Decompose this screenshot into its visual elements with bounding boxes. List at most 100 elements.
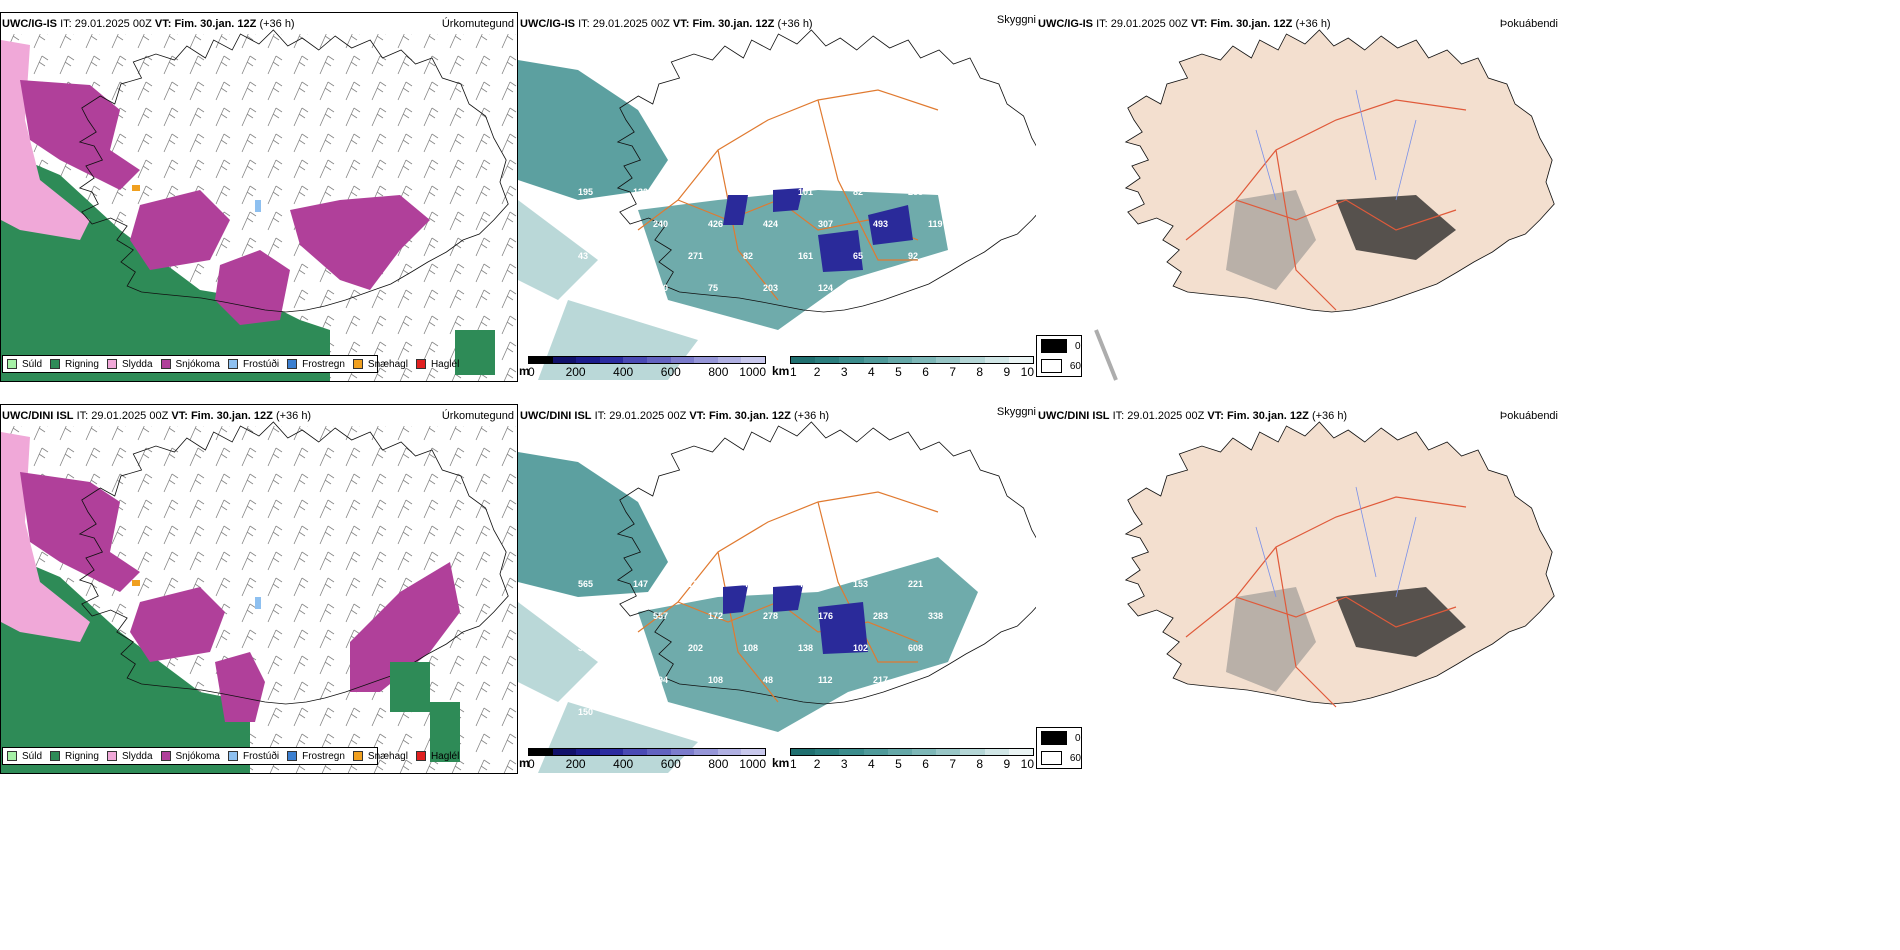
- legend-item: Rigning: [50, 359, 99, 370]
- ceiling-label: 426: [708, 219, 723, 229]
- legend-label: Snjókoma: [175, 750, 220, 762]
- legend-label: Haglél: [430, 358, 460, 370]
- colorbar-tick-label: 200: [565, 757, 586, 771]
- ceiling-label: 108: [708, 675, 723, 685]
- colorbar-segment: [984, 749, 1009, 755]
- ceiling-label: 147: [633, 579, 648, 589]
- vt-label: VT:: [689, 410, 706, 422]
- lead-time: (+36 h): [777, 18, 813, 30]
- vt-label: VT:: [1207, 410, 1224, 422]
- colorbar-segment: [936, 357, 961, 363]
- ceiling-label: 138: [798, 643, 813, 653]
- model-name: UWC/IG-IS: [2, 18, 57, 30]
- it-label: IT:: [1112, 410, 1125, 422]
- colorbar-segment: [1008, 749, 1034, 755]
- legend-swatch: [7, 751, 17, 761]
- colorbar-segment: [717, 749, 742, 755]
- colorbar-segment: [1008, 357, 1034, 363]
- snow-area-e: [290, 195, 430, 290]
- ceiling-label: 176: [873, 283, 888, 293]
- visibility-unit: km: [772, 756, 790, 770]
- colorbar-segment: [936, 749, 961, 755]
- fog-legend-swatch: [1041, 731, 1067, 745]
- colorbar-segment: [815, 749, 840, 755]
- it-label: IT:: [578, 18, 590, 30]
- ceiling-label: 172: [708, 611, 723, 621]
- colorbar-segment: [670, 357, 695, 363]
- colorbar-tick-label: 800: [708, 365, 729, 379]
- legend-swatch: [352, 751, 363, 761]
- ceiling-label: 48: [763, 675, 773, 685]
- colorbar-segment: [984, 357, 1009, 363]
- panel-title: Úrkomutegund: [441, 410, 514, 422]
- ceiling-label: 122: [688, 579, 703, 589]
- precip-type-panel-2: UWC/DINI ISL IT: 29.01.2025 00Z VT: Fim.…: [0, 392, 520, 777]
- model-name: UWC/DINI ISL: [2, 410, 74, 422]
- colorbar-segment: [599, 749, 624, 755]
- ceiling-label: 565: [578, 579, 593, 589]
- colorbar-tick-label: 8: [976, 757, 984, 771]
- legend-label: Snæhagl: [367, 750, 408, 762]
- colorbar-tick-label: 0: [528, 365, 535, 379]
- legend-item: Frostregn: [287, 751, 345, 762]
- it-label: IT:: [1096, 18, 1108, 30]
- colorbar-tick-label: 6: [922, 365, 929, 379]
- colorbar-segment: [670, 749, 695, 755]
- fog-panel-2: UWC/DINI ISL IT: 29.01.2025 00Z VT: Fim.…: [1036, 392, 1564, 777]
- fog-legend-value: 0: [1075, 340, 1081, 352]
- colorbar-tick-label: 4: [867, 365, 875, 379]
- ceiling-label: 124: [818, 283, 833, 293]
- fog-legend-swatch: [1041, 751, 1062, 765]
- ceiling-label: 47: [743, 579, 753, 589]
- precip-legend: Súld Rigning Slydda Snjókoma Frostúði Frostre…: [2, 355, 459, 373]
- legend-label: Snjókoma: [175, 358, 220, 370]
- fog-legend-swatch: [1041, 339, 1067, 353]
- ceiling-label: 49: [798, 579, 808, 589]
- visibility-panel-1: UWC/IG-IS IT: 29.01.2025 00Z VT: Fim. 30…: [518, 0, 1036, 385]
- colorbar-tick-label: 6: [922, 757, 929, 771]
- snow-area-w: [20, 472, 140, 592]
- header-1: UWC/IG-IS IT: 29.01.2025 00Z VT: Fim. 30…: [2, 18, 295, 30]
- ceiling-label: 82: [743, 251, 753, 261]
- colorbar-segment: [791, 357, 816, 363]
- ceiling-label: 194: [653, 675, 668, 685]
- model-name: UWC/DINI ISL: [1038, 410, 1110, 422]
- legend-swatch: [415, 751, 426, 761]
- ceiling-label: 44: [743, 187, 753, 197]
- ceiling-label: 338: [928, 611, 943, 621]
- fog-legend-row: 0: [1037, 728, 1081, 748]
- vt-value: Fim. 30.jan. 12Z: [692, 18, 775, 30]
- legend-swatch: [106, 359, 117, 369]
- vt-label: VT:: [1190, 18, 1208, 30]
- colorbar-tick-label: 600: [660, 757, 681, 771]
- legend-item: Slydda: [106, 750, 153, 762]
- colorbar-segment: [599, 357, 624, 363]
- ceiling-label: 150: [578, 707, 593, 717]
- colorbar-tick-label: 9: [1003, 757, 1011, 771]
- panel-title: Skyggni: [996, 406, 1036, 418]
- ceiling-label: 307: [818, 219, 833, 229]
- header-4: UWC/DINI ISL IT: 29.01.2025 00Z VT: Fim.…: [2, 410, 311, 422]
- lead-time: (+36 h): [259, 18, 295, 30]
- legend-swatch: [287, 359, 298, 369]
- snow-area-c: [130, 190, 230, 270]
- fog-grey: [1226, 587, 1316, 692]
- ceiling-label: 102: [853, 643, 868, 653]
- legend-swatch: [227, 359, 238, 369]
- header-2: UWC/IG-IS IT: 29.01.2025 00Z VT: Fim. 30…: [520, 18, 813, 30]
- visibility-colorbar: 1 2 3 4 5 6 7 8 9 10: [790, 748, 1034, 771]
- legend-label: Slydda: [121, 750, 153, 762]
- colorbar-segment: [887, 749, 913, 755]
- colorbar-segment: [552, 749, 577, 755]
- ceiling-label: 101: [798, 187, 813, 197]
- legend-item: Snjókoma: [160, 358, 220, 370]
- ceiling-label: 112: [598, 283, 613, 293]
- fog-legend-row: 0: [1037, 336, 1081, 356]
- colorbar-segment: [839, 749, 864, 755]
- snow-area-e: [350, 562, 460, 692]
- colorbar-tick-label: 1: [790, 365, 797, 379]
- ceiling-label: 493: [873, 219, 888, 229]
- snow-area-s: [215, 652, 265, 722]
- legend-label: Frostúði: [242, 358, 280, 370]
